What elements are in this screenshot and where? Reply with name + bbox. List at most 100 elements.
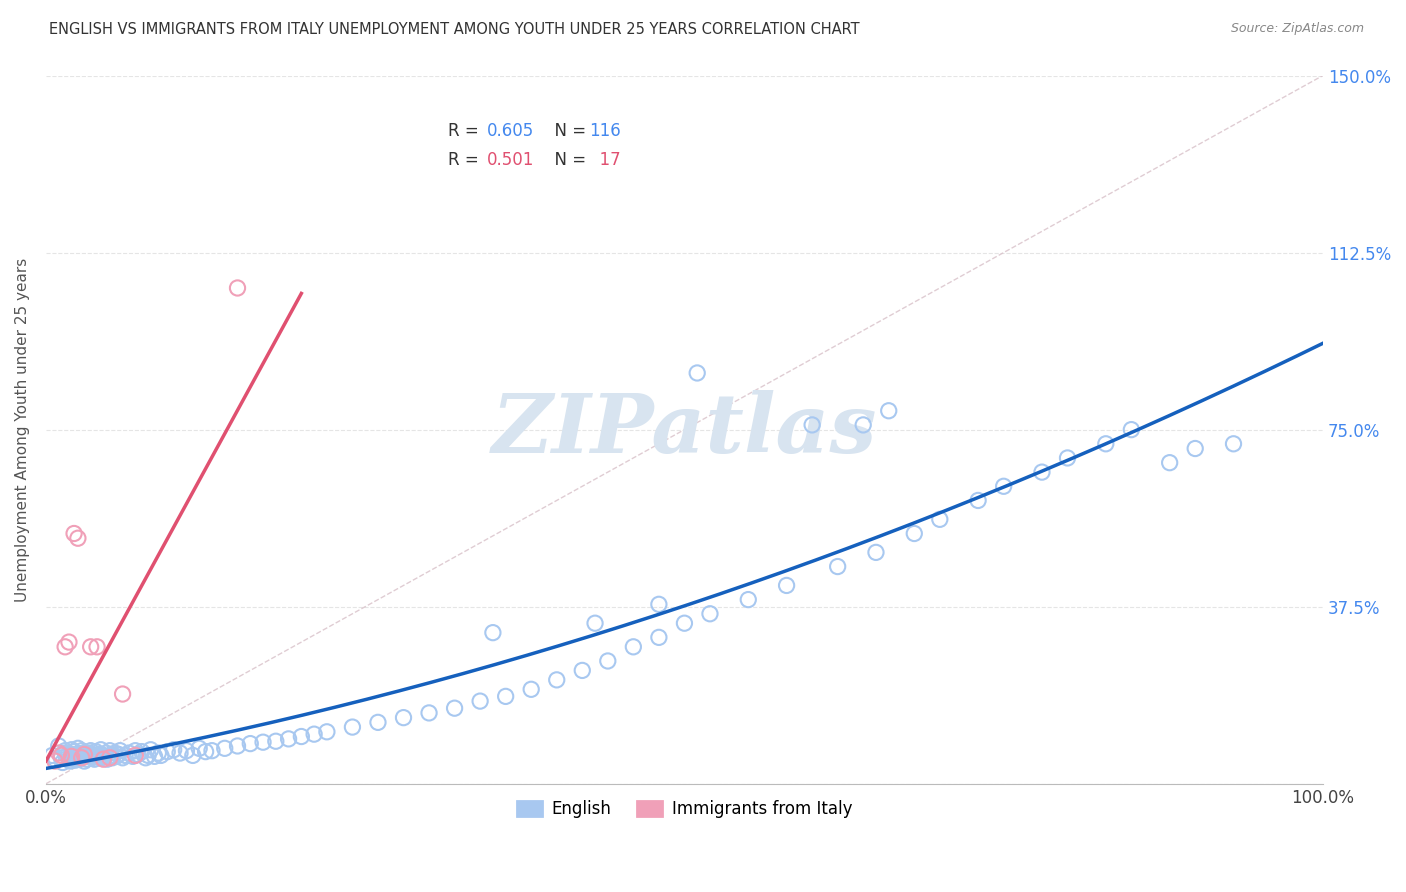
English xyxy=(865,545,887,559)
English xyxy=(101,751,124,765)
English xyxy=(52,756,75,770)
English xyxy=(277,731,299,746)
English xyxy=(149,748,172,763)
English xyxy=(621,640,644,654)
English xyxy=(226,739,249,753)
Text: R =: R = xyxy=(449,152,484,169)
Immigrants from Italy xyxy=(66,531,89,545)
English xyxy=(75,748,97,763)
English xyxy=(877,403,900,417)
Immigrants from Italy xyxy=(93,752,115,766)
English xyxy=(239,737,262,751)
Immigrants from Italy xyxy=(226,281,249,295)
English xyxy=(93,749,115,764)
English xyxy=(62,747,84,762)
English xyxy=(1031,465,1053,479)
English xyxy=(86,749,108,764)
English xyxy=(76,752,98,766)
English xyxy=(104,746,127,760)
English xyxy=(77,749,100,764)
English xyxy=(63,745,86,759)
English xyxy=(392,711,415,725)
English xyxy=(72,747,94,762)
English xyxy=(1121,423,1143,437)
English xyxy=(67,747,90,761)
English xyxy=(148,746,170,760)
English xyxy=(673,616,696,631)
English xyxy=(105,749,128,764)
Text: 17: 17 xyxy=(589,152,620,169)
English xyxy=(94,746,117,760)
Immigrants from Italy xyxy=(63,526,86,541)
Immigrants from Italy xyxy=(124,748,146,763)
English xyxy=(87,747,110,762)
English xyxy=(135,751,157,765)
Immigrants from Italy xyxy=(51,748,73,763)
English xyxy=(967,493,990,508)
English xyxy=(546,673,568,687)
English xyxy=(648,597,671,611)
English xyxy=(1159,456,1181,470)
English xyxy=(107,747,129,762)
Text: ENGLISH VS IMMIGRANTS FROM ITALY UNEMPLOYMENT AMONG YOUTH UNDER 25 YEARS CORRELA: ENGLISH VS IMMIGRANTS FROM ITALY UNEMPLO… xyxy=(49,22,860,37)
Text: R =: R = xyxy=(449,121,484,139)
English xyxy=(93,748,115,763)
English xyxy=(70,744,93,758)
English xyxy=(100,748,122,763)
English xyxy=(60,743,83,757)
English xyxy=(801,417,824,432)
Text: N =: N = xyxy=(544,152,592,169)
English xyxy=(79,744,101,758)
English xyxy=(59,754,82,768)
English xyxy=(482,625,505,640)
English xyxy=(84,745,107,759)
English xyxy=(56,748,79,763)
English xyxy=(89,751,111,765)
English xyxy=(58,752,80,766)
Immigrants from Italy xyxy=(48,746,70,760)
English xyxy=(80,751,103,765)
English xyxy=(118,746,141,760)
Text: ZIPatlas: ZIPatlas xyxy=(492,390,877,469)
English xyxy=(53,744,76,758)
English xyxy=(1222,437,1244,451)
English xyxy=(302,727,325,741)
English xyxy=(928,512,950,526)
English xyxy=(136,748,159,763)
English xyxy=(686,366,709,380)
English xyxy=(827,559,849,574)
English xyxy=(775,578,797,592)
English xyxy=(156,745,179,759)
English xyxy=(98,744,121,758)
English xyxy=(648,631,671,645)
English xyxy=(264,734,287,748)
English xyxy=(737,592,759,607)
English xyxy=(315,724,337,739)
English xyxy=(1184,442,1206,456)
English xyxy=(418,706,440,720)
Y-axis label: Unemployment Among Youth under 25 years: Unemployment Among Youth under 25 years xyxy=(15,258,30,602)
Legend: English, Immigrants from Italy: English, Immigrants from Italy xyxy=(510,794,859,825)
English xyxy=(65,753,87,767)
English xyxy=(41,748,63,763)
English xyxy=(73,746,96,760)
English xyxy=(131,745,153,759)
English xyxy=(90,743,112,757)
English xyxy=(1094,437,1116,451)
Text: Source: ZipAtlas.com: Source: ZipAtlas.com xyxy=(1230,22,1364,36)
Text: 0.501: 0.501 xyxy=(486,152,534,169)
Immigrants from Italy xyxy=(53,640,76,654)
Immigrants from Italy xyxy=(73,747,96,762)
English xyxy=(188,741,211,756)
English xyxy=(367,715,389,730)
English xyxy=(45,753,67,767)
English xyxy=(111,751,134,765)
English xyxy=(79,746,101,760)
English xyxy=(66,752,89,766)
English xyxy=(127,747,149,762)
English xyxy=(181,748,204,763)
Immigrants from Italy xyxy=(79,640,101,654)
English xyxy=(596,654,619,668)
English xyxy=(583,616,606,631)
English xyxy=(108,744,131,758)
